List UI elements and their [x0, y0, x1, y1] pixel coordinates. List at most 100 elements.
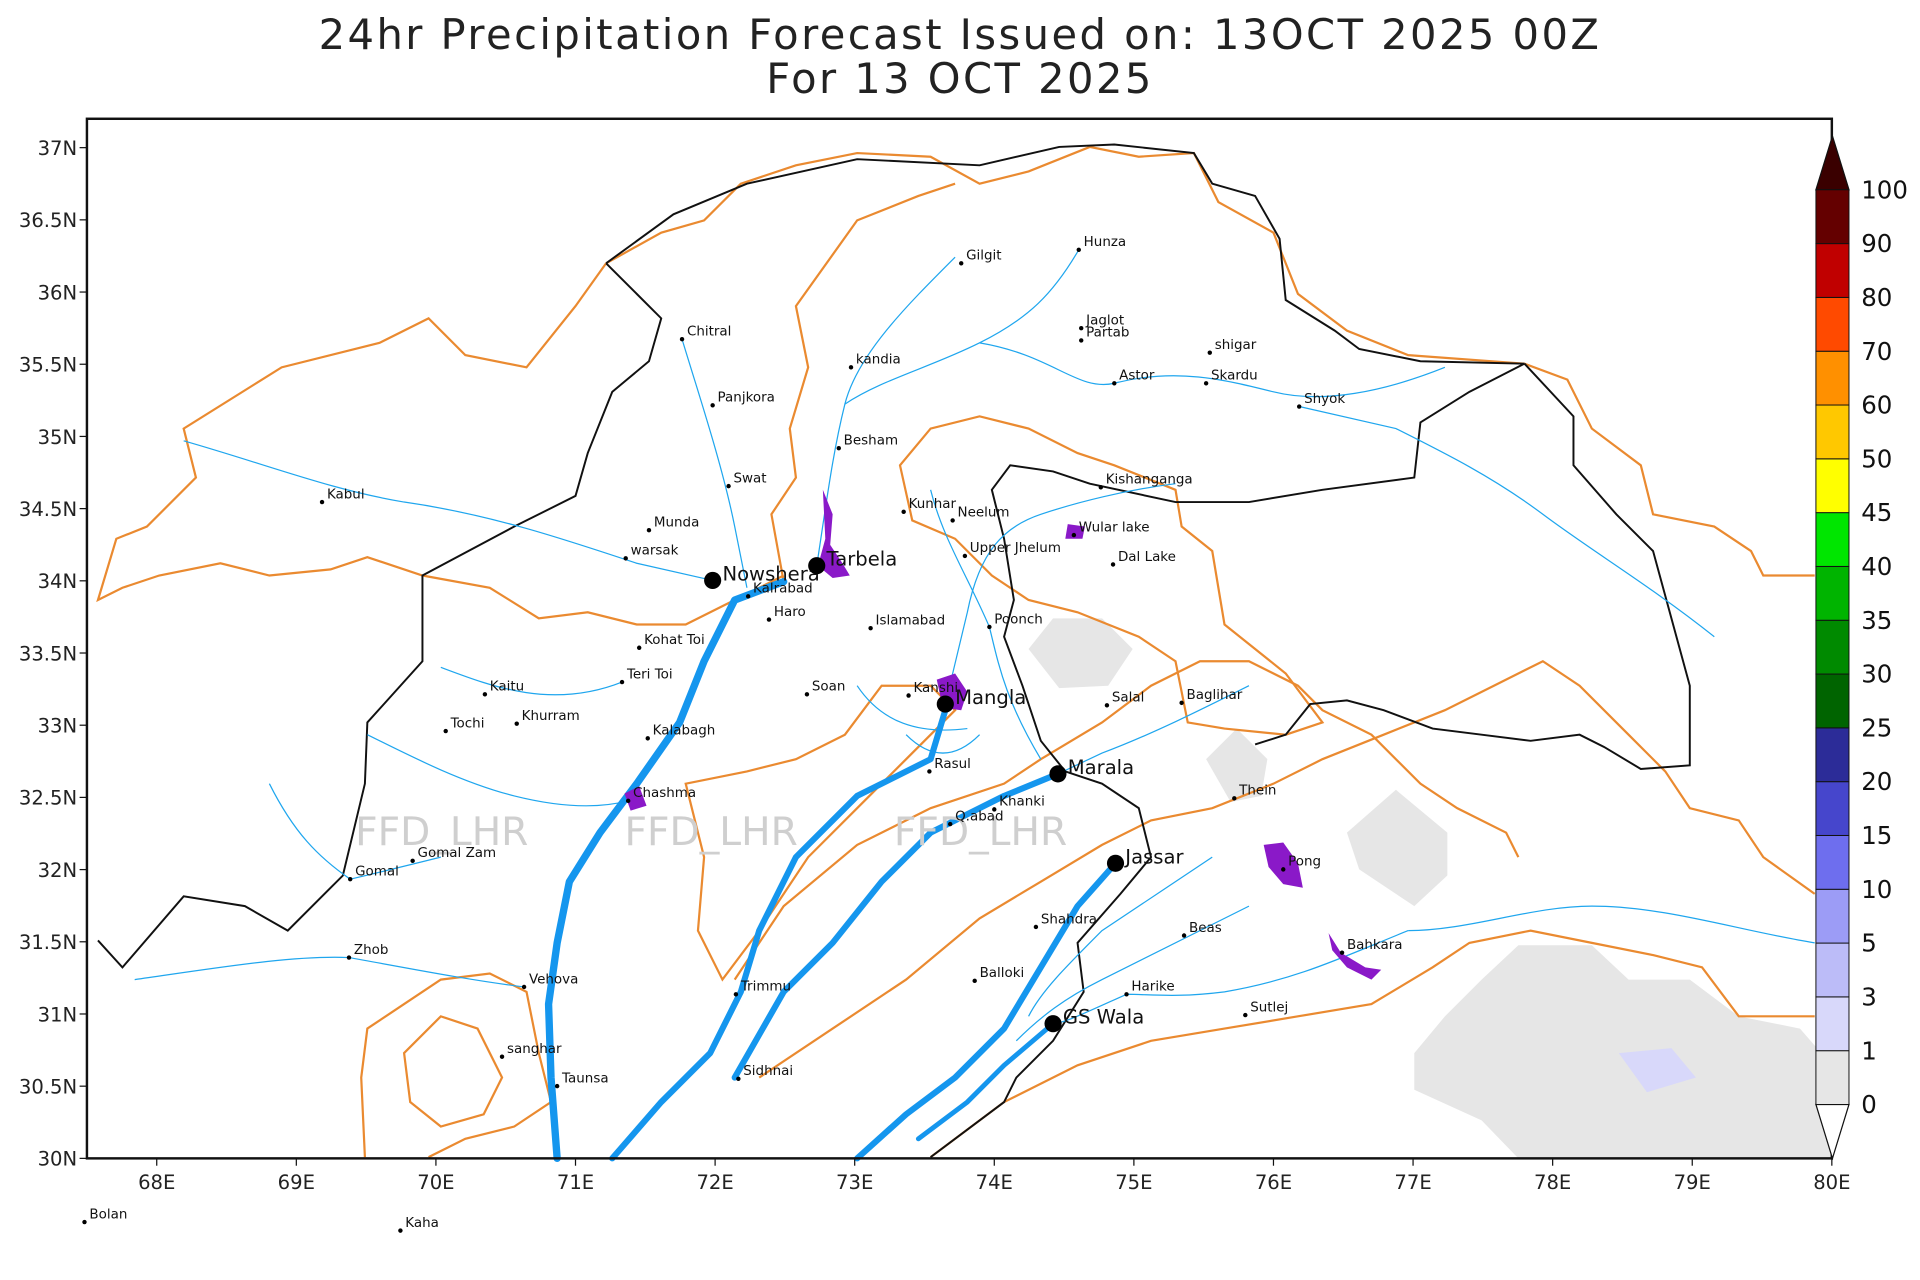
reservoirs — [624, 489, 1382, 980]
y-tick-label: 30N — [38, 1148, 78, 1171]
x-tick-label: 68E — [138, 1171, 175, 1194]
place-label: Kunhar — [909, 497, 957, 512]
place-marker — [646, 528, 652, 533]
place-marker — [1076, 247, 1081, 253]
river — [856, 685, 981, 754]
place-label: Munda — [654, 516, 699, 531]
place-marker — [1181, 933, 1187, 938]
place-label: Tochi — [450, 716, 485, 731]
place-marker — [499, 1054, 505, 1059]
main-river — [854, 860, 1119, 1162]
basin-line — [770, 182, 956, 582]
place-marker — [1112, 381, 1117, 386]
subtitle: For 13 OCT 2025 — [766, 54, 1154, 103]
place-label: kandia — [856, 353, 901, 368]
x-tick-label: 79E — [1674, 1171, 1711, 1194]
y-tick-label: 32N — [38, 859, 78, 882]
colorbar-segment — [1815, 834, 1850, 890]
place-label: Partab — [1086, 326, 1129, 341]
place-marker — [348, 876, 353, 882]
place-marker — [766, 617, 772, 622]
place-label: Nowshera — [722, 562, 819, 585]
place-label: Bahkara — [1347, 938, 1403, 953]
place-marker — [636, 645, 642, 650]
place-marker — [410, 858, 415, 864]
place-label: Mangla — [955, 686, 1026, 709]
y-tick-label: 36.5N — [19, 209, 77, 232]
title: 24hr Precipitation Forecast Issued on: 1… — [319, 10, 1602, 59]
river — [183, 440, 713, 582]
y-tick-label: 31N — [38, 1003, 78, 1026]
place-marker — [1296, 404, 1302, 409]
reservoir — [817, 489, 850, 578]
y-tick-label: 33.5N — [19, 642, 77, 665]
place-marker — [554, 1083, 560, 1089]
place-marker — [710, 403, 715, 408]
place-label: Skardu — [1211, 369, 1258, 384]
precip-area — [1414, 945, 1832, 1159]
x-tick-label: 78E — [1534, 1171, 1571, 1194]
colorbar-segment — [1815, 996, 1850, 1052]
place-marker — [679, 336, 685, 342]
place-marker — [482, 692, 488, 697]
place-marker — [346, 955, 352, 960]
river — [944, 483, 1176, 705]
place-marker — [868, 625, 873, 631]
border-line — [605, 143, 1525, 365]
y-tick-label: 31.5N — [19, 931, 77, 954]
place-marker — [645, 736, 650, 741]
place-label: Teri Toi — [626, 667, 673, 682]
watermark: FFD_LHR — [894, 810, 1067, 855]
place-label: Khanki — [999, 795, 1045, 810]
place-label: GS Wala — [1063, 1006, 1144, 1029]
colorbar-label: 50 — [1861, 444, 1892, 473]
places: Kabul Chitral Panjkora Swat Munda warsak Nowsh… — [82, 235, 1403, 1233]
x-tick-label: 75E — [1115, 1171, 1152, 1194]
colorbar-label: 80 — [1861, 283, 1892, 312]
colorbar-segment — [1815, 458, 1850, 514]
colorbar-label: 25 — [1861, 713, 1892, 742]
place-label: Salal — [1112, 691, 1145, 706]
place-label: Upper Jhelum — [970, 541, 1061, 556]
place-label: Marala — [1068, 756, 1134, 779]
colorbar-segment — [1815, 189, 1850, 245]
basin-boundaries — [96, 145, 1816, 1159]
place-label: Tarbela — [826, 548, 898, 571]
place-marker — [1079, 325, 1084, 331]
place-label: warsak — [631, 544, 679, 559]
place-marker — [82, 1219, 87, 1225]
colorbar-segment — [1815, 512, 1850, 567]
place-label: Islamabad — [876, 613, 946, 628]
place-label: Kalrabad — [753, 582, 813, 597]
main-river — [609, 707, 949, 1162]
y-tick-label: 34.5N — [19, 498, 77, 521]
main-river — [544, 577, 788, 1163]
place-marker — [901, 509, 906, 515]
place-label: Jassar — [1123, 845, 1184, 868]
x-tick-label: 69E — [278, 1171, 315, 1194]
river — [816, 256, 956, 566]
colorbar-label: 10 — [1861, 875, 1892, 904]
place-marker — [521, 984, 527, 990]
x-tick-label: 77E — [1394, 1171, 1431, 1194]
colorbar-label: 1 — [1861, 1036, 1877, 1065]
border-line — [97, 262, 663, 969]
place-marker — [319, 499, 325, 505]
basin-line — [360, 972, 553, 1159]
river — [979, 342, 1446, 398]
place-label: Sutlej — [1250, 1000, 1288, 1015]
place-marker — [804, 692, 810, 697]
place-marker — [619, 679, 625, 685]
y-tick-label: 30.5N — [19, 1076, 77, 1099]
x-tick-label: 74E — [976, 1171, 1013, 1194]
border-line — [930, 362, 1525, 1158]
place-label: Bolan — [89, 1207, 127, 1222]
basin-line — [898, 415, 1325, 736]
place-label: Harike — [1131, 980, 1174, 995]
river — [440, 666, 623, 696]
reservoir — [1263, 842, 1303, 888]
watermark: FFD_LHR — [624, 810, 797, 855]
basin-line — [684, 684, 957, 982]
place-label: Zhob — [354, 943, 389, 958]
y-tick-label: 37N — [38, 137, 78, 160]
